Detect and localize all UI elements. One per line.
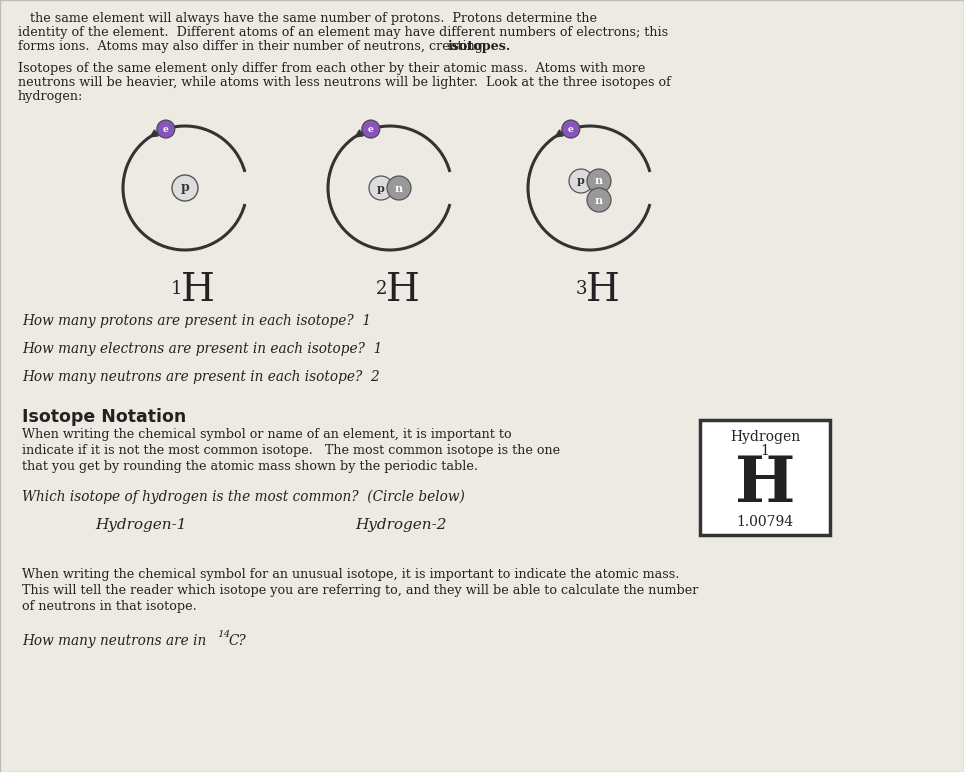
Circle shape (569, 169, 593, 193)
Text: isotopes.: isotopes. (448, 40, 511, 53)
Text: hydrogen:: hydrogen: (18, 90, 83, 103)
Text: of neutrons in that isotope.: of neutrons in that isotope. (22, 600, 197, 613)
Text: 2: 2 (376, 280, 388, 298)
Text: 1: 1 (761, 444, 769, 458)
Circle shape (387, 176, 411, 200)
Text: This will tell the reader which isotope you are referring to, and they will be a: This will tell the reader which isotope … (22, 584, 698, 597)
Circle shape (587, 169, 611, 193)
Text: e: e (163, 124, 169, 134)
Text: e: e (368, 124, 374, 134)
Text: Isotopes of the same element only differ from each other by their atomic mass.  : Isotopes of the same element only differ… (18, 62, 645, 75)
Text: Isotope Notation: Isotope Notation (22, 408, 186, 426)
Text: How many electrons are present in each isotope?  1: How many electrons are present in each i… (22, 342, 383, 356)
Circle shape (587, 188, 611, 212)
Text: e: e (568, 124, 574, 134)
Text: H: H (181, 272, 215, 309)
FancyBboxPatch shape (700, 420, 830, 535)
Text: indicate if it is not the most common isotope.   The most common isotope is the : indicate if it is not the most common is… (22, 444, 560, 457)
Text: p: p (180, 181, 189, 195)
Text: n: n (395, 182, 403, 194)
Text: H: H (735, 454, 795, 515)
Text: 3: 3 (576, 280, 587, 298)
Text: 14: 14 (217, 630, 230, 639)
Text: identity of the element.  Different atoms of an element may have different numbe: identity of the element. Different atoms… (18, 26, 668, 39)
Text: When writing the chemical symbol for an unusual isotope, it is important to indi: When writing the chemical symbol for an … (22, 568, 680, 581)
Text: forms ions.  Atoms may also differ in their number of neutrons, creating: forms ions. Atoms may also differ in the… (18, 40, 487, 53)
Text: p: p (577, 175, 585, 187)
Text: When writing the chemical symbol or name of an element, it is important to: When writing the chemical symbol or name… (22, 428, 512, 441)
Text: that you get by rounding the atomic mass shown by the periodic table.: that you get by rounding the atomic mass… (22, 460, 478, 473)
Text: How many neutrons are in: How many neutrons are in (22, 634, 210, 648)
Circle shape (362, 120, 380, 138)
Circle shape (157, 120, 174, 138)
Text: 1.00794: 1.00794 (736, 515, 793, 529)
Text: n: n (595, 175, 603, 187)
Text: Hydrogen: Hydrogen (730, 430, 800, 444)
Text: Hydrogen-2: Hydrogen-2 (355, 518, 446, 532)
Text: How many protons are present in each isotope?  1: How many protons are present in each iso… (22, 314, 371, 328)
Text: Hydrogen-1: Hydrogen-1 (95, 518, 186, 532)
Text: the same element will always have the same number of protons.  Protons determine: the same element will always have the sa… (18, 12, 597, 25)
Text: n: n (595, 195, 603, 205)
Text: neutrons will be heavier, while atoms with less neutrons will be lighter.  Look : neutrons will be heavier, while atoms wi… (18, 76, 671, 89)
Text: C?: C? (228, 634, 246, 648)
Text: How many neutrons are present in each isotope?  2: How many neutrons are present in each is… (22, 370, 380, 384)
Circle shape (172, 175, 198, 201)
Text: Which isotope of hydrogen is the most common?  (Circle below): Which isotope of hydrogen is the most co… (22, 490, 465, 504)
Text: H: H (386, 272, 420, 309)
Text: p: p (377, 182, 385, 194)
Text: H: H (586, 272, 620, 309)
Text: 1: 1 (171, 280, 182, 298)
Circle shape (369, 176, 393, 200)
Circle shape (562, 120, 579, 138)
